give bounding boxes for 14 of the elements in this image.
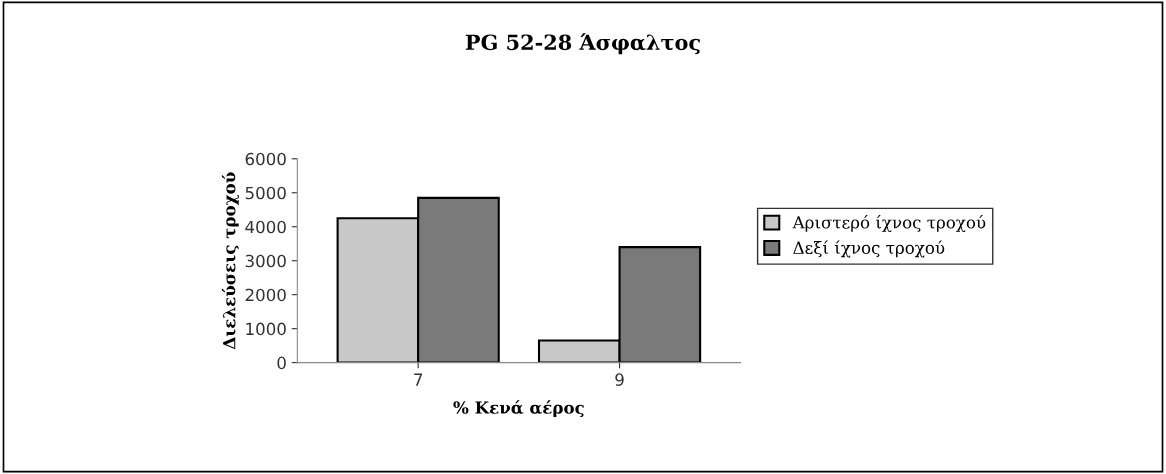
- y-tick-label: 1000: [246, 322, 286, 336]
- y-tick-label: 4000: [245, 220, 286, 234]
- x-tick-label: 9: [615, 373, 624, 386]
- y-tick-label: 5000: [245, 186, 286, 200]
- y-axis-title: Διελεύσεις τροχού: [221, 172, 239, 350]
- y-tick-label: 3000: [245, 254, 286, 268]
- legend-label: Δεξί ίχνος τροχού: [793, 240, 945, 258]
- y-tick-label: 6000: [245, 152, 286, 166]
- y-tick-label: 2000: [245, 288, 286, 302]
- chart-title: PG 52-28 Άσφαλτος: [465, 33, 700, 55]
- y-tick-label: 0: [277, 356, 286, 370]
- x-axis-title: % Κενά αέρος: [453, 400, 584, 418]
- legend-label: Αριστερό ίχνος τροχού: [792, 215, 986, 233]
- x-tick-label: 7: [414, 373, 423, 386]
